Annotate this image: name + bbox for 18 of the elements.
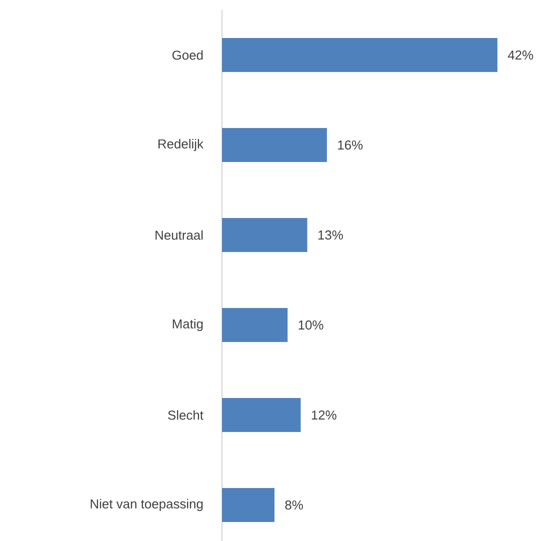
bar [222, 38, 498, 72]
data-label: 10% [298, 320, 324, 330]
y-tick-label: Niet van toepassing [90, 498, 203, 512]
y-tick-label: Slecht [168, 410, 204, 420]
bar [222, 218, 308, 252]
data-label: 8% [285, 500, 303, 510]
bar [222, 128, 327, 162]
y-tick-label: Matig [172, 318, 203, 332]
bar [222, 398, 301, 432]
data-label: 12% [312, 410, 336, 420]
y-tick-label: Goed [172, 50, 203, 60]
y-tick-label: Neutraal [156, 230, 203, 240]
data-label: 16% [338, 140, 363, 150]
data-label: 13% [318, 230, 343, 240]
data-label: 42% [508, 50, 534, 60]
bar [222, 488, 274, 522]
bar [222, 308, 288, 342]
y-tick-label: Redelijk [158, 138, 204, 152]
